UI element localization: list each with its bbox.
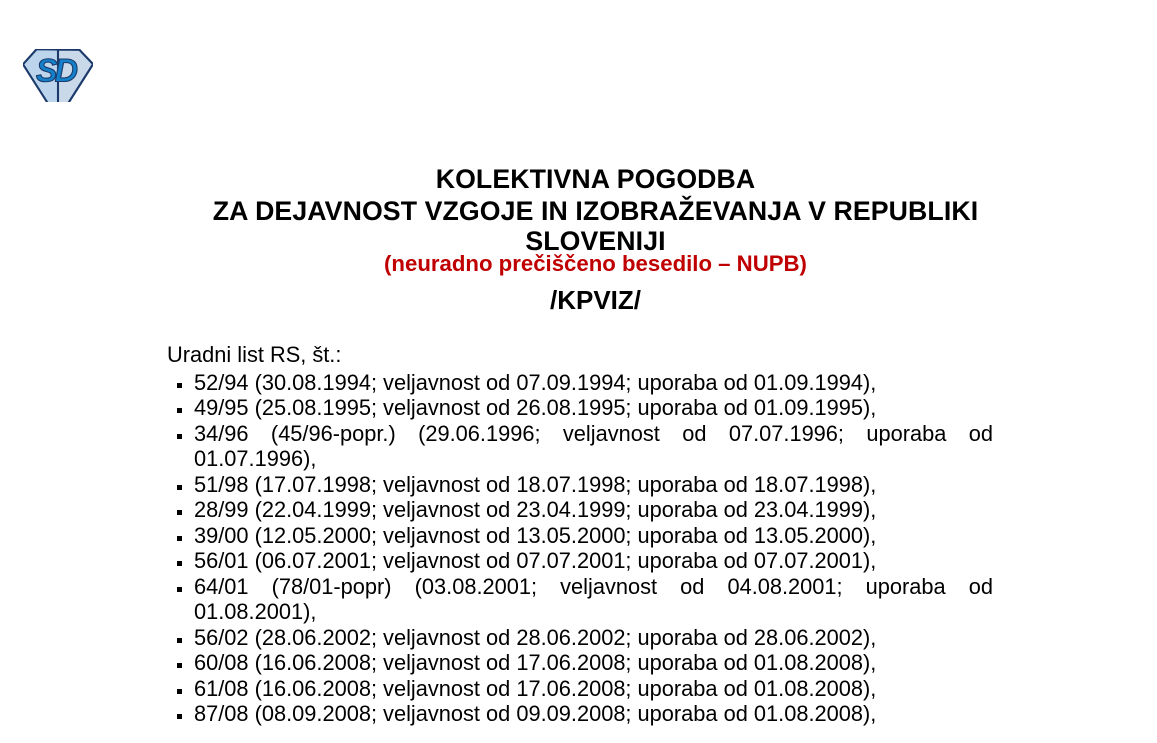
svg-text:D: D (55, 52, 78, 88)
